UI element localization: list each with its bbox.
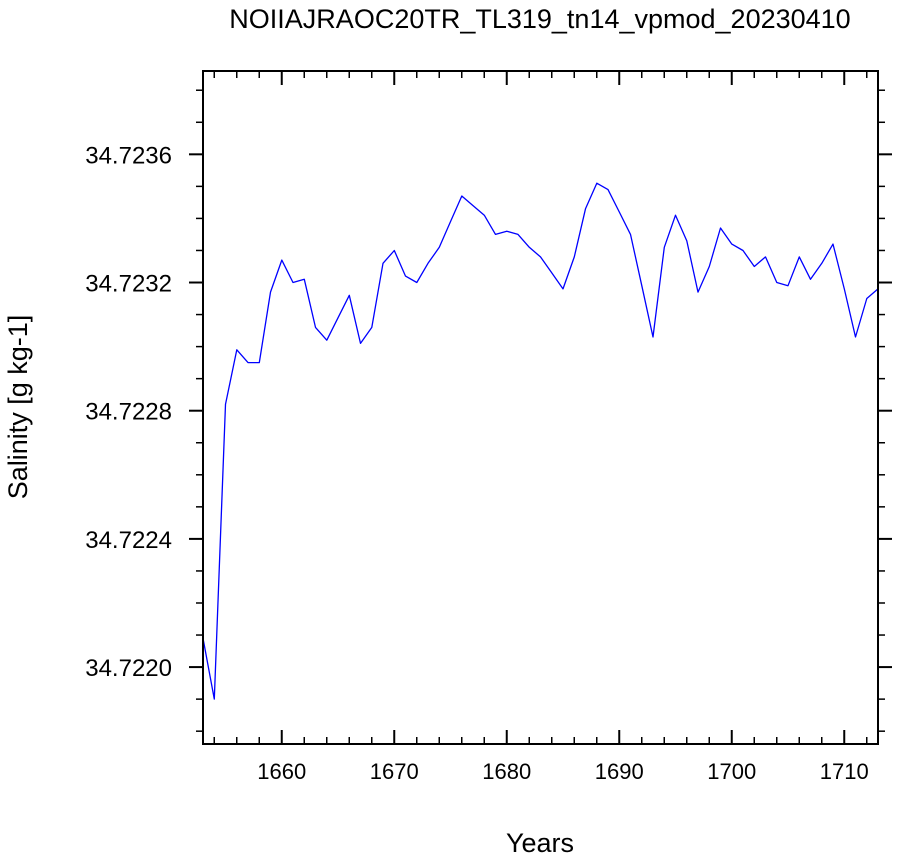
salinity-series-line xyxy=(202,182,879,700)
y-tick-label: 34.7224 xyxy=(85,527,172,554)
x-tick-label: 1700 xyxy=(707,759,756,784)
x-axis-label: Years xyxy=(506,828,574,858)
chart-title: NOIIAJRAOC20TR_TL319_tn14_vpmod_20230410 xyxy=(229,4,850,34)
y-tick-label: 34.7220 xyxy=(85,655,172,682)
x-tick-label: 1680 xyxy=(482,759,531,784)
minor-ticks xyxy=(196,71,885,744)
x-tick-labels: 1660 1670 1680 1690 1700 1710 xyxy=(257,759,868,784)
y-tick-label: 34.7236 xyxy=(85,142,172,169)
y-axis-label: Salinity [g kg-1] xyxy=(3,315,33,500)
x-tick-label: 1710 xyxy=(820,759,869,784)
y-tick-labels: 34.7220 34.7224 34.7228 34.7232 34.7236 xyxy=(85,142,172,682)
y-tick-label: 34.7228 xyxy=(85,399,172,426)
x-tick-label: 1660 xyxy=(257,759,306,784)
y-tick-label: 34.7232 xyxy=(85,271,172,298)
plot-frame xyxy=(202,70,879,745)
major-ticks xyxy=(189,71,892,744)
x-tick-label: 1690 xyxy=(595,759,644,784)
x-tick-label: 1670 xyxy=(370,759,419,784)
